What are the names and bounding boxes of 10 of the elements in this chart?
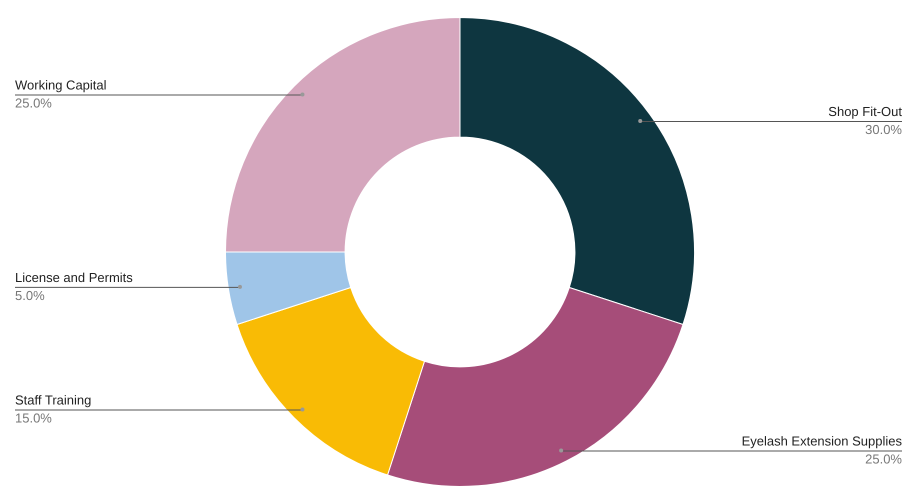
slice-label: Working Capital [15, 78, 107, 93]
data-label: 5.0% [15, 288, 46, 303]
slice-label: License and Permits [15, 270, 134, 285]
data-label: 25.0% [15, 96, 52, 111]
slice-label: Eyelash Extension Supplies [742, 434, 902, 449]
data-label: 15.0% [15, 410, 52, 426]
data-label: 30.0% [865, 122, 902, 138]
data-label: 25.0% [865, 452, 902, 467]
slice-label: Shop Fit-Out [828, 104, 902, 120]
slice-label: Staff Training [15, 392, 92, 408]
